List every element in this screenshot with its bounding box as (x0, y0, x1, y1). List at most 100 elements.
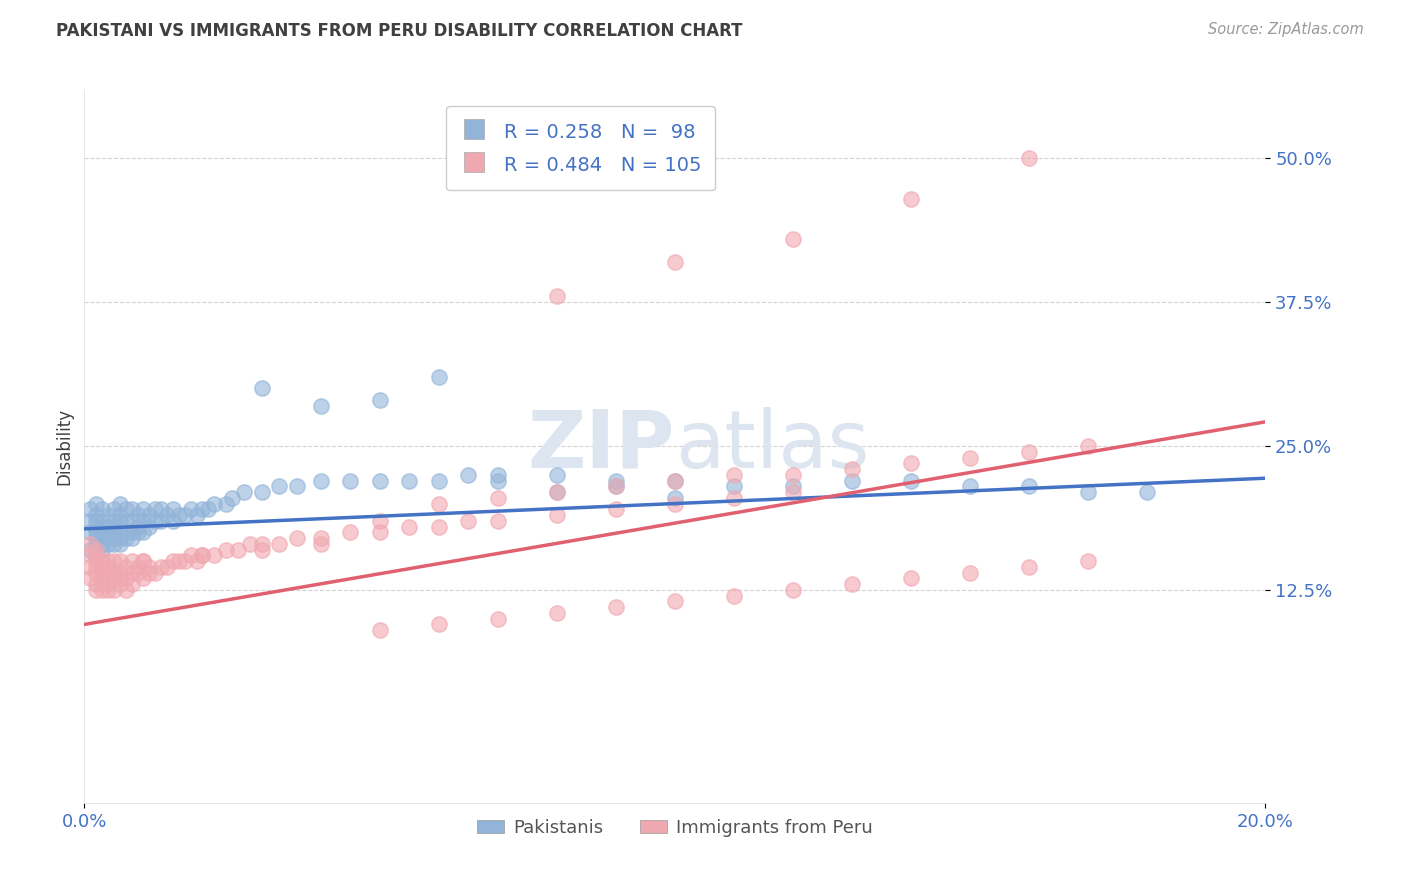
Point (339, 474, 361, 488)
Point (486, 612, 509, 626)
Point (84, 519, 107, 533)
Point (239, 537, 262, 551)
Point (121, 566, 143, 580)
Point (91, 519, 114, 533)
Point (1077, 485, 1099, 500)
Point (150, 514, 173, 528)
Point (215, 542, 238, 557)
Point (398, 474, 420, 488)
Point (250, 542, 273, 557)
Point (191, 502, 214, 516)
Point (162, 554, 184, 568)
Point (723, 491, 745, 505)
Point (285, 479, 308, 493)
Point (114, 582, 136, 597)
Point (900, 192, 922, 206)
Point (121, 502, 143, 516)
Point (167, 554, 190, 568)
Point (138, 559, 160, 574)
Point (108, 525, 131, 540)
Point (97, 554, 120, 568)
Point (309, 537, 332, 551)
Point (138, 519, 160, 533)
Point (186, 508, 208, 522)
Point (167, 508, 190, 522)
Point (457, 514, 479, 528)
Point (1077, 439, 1099, 453)
Point (162, 514, 184, 528)
Point (215, 497, 238, 511)
Point (723, 467, 745, 482)
Point (173, 554, 195, 568)
Point (156, 559, 179, 574)
Point (664, 497, 686, 511)
Point (127, 508, 149, 522)
Point (398, 519, 420, 533)
Point (232, 485, 254, 500)
Point (202, 497, 225, 511)
Point (121, 525, 143, 540)
Point (959, 566, 981, 580)
Point (103, 525, 125, 540)
Point (309, 399, 332, 413)
Point (156, 508, 179, 522)
Point (97, 566, 120, 580)
Point (546, 467, 568, 482)
Y-axis label: Disability: Disability (55, 408, 73, 484)
Point (427, 519, 450, 533)
Point (250, 537, 273, 551)
Point (127, 559, 149, 574)
Point (138, 566, 160, 580)
Point (97, 577, 120, 591)
Point (97, 531, 120, 545)
Point (368, 525, 391, 540)
Point (103, 582, 125, 597)
Point (97, 537, 120, 551)
Point (84, 508, 107, 522)
Point (84, 525, 107, 540)
Point (250, 381, 273, 395)
Point (91, 566, 114, 580)
Point (782, 467, 804, 482)
Point (1077, 554, 1099, 568)
Point (1018, 479, 1040, 493)
Point (959, 479, 981, 493)
Point (91, 537, 114, 551)
Point (486, 467, 509, 482)
Point (132, 502, 155, 516)
Point (782, 485, 804, 500)
Point (108, 514, 131, 528)
Point (84, 537, 107, 551)
Text: ZIP: ZIP (527, 407, 675, 485)
Point (250, 485, 273, 500)
Point (103, 531, 125, 545)
Point (427, 497, 450, 511)
Point (84, 542, 107, 557)
Point (79, 502, 101, 516)
Point (309, 474, 332, 488)
Point (138, 508, 160, 522)
Point (900, 474, 922, 488)
Point (368, 392, 391, 407)
Text: PAKISTANI VS IMMIGRANTS FROM PERU DISABILITY CORRELATION CHART: PAKISTANI VS IMMIGRANTS FROM PERU DISABI… (56, 22, 742, 40)
Point (108, 577, 131, 591)
Point (114, 525, 136, 540)
Point (91, 514, 114, 528)
Point (841, 474, 863, 488)
Point (486, 474, 509, 488)
Point (127, 566, 149, 580)
Point (127, 519, 149, 533)
Point (91, 525, 114, 540)
Point (97, 519, 120, 533)
Point (79, 537, 101, 551)
Point (486, 491, 509, 505)
Text: Source: ZipAtlas.com: Source: ZipAtlas.com (1208, 22, 1364, 37)
Point (664, 594, 686, 608)
Point (664, 474, 686, 488)
Point (91, 559, 114, 574)
Point (180, 549, 202, 563)
Point (79, 559, 101, 574)
Point (79, 525, 101, 540)
Point (84, 549, 107, 563)
Point (368, 623, 391, 637)
